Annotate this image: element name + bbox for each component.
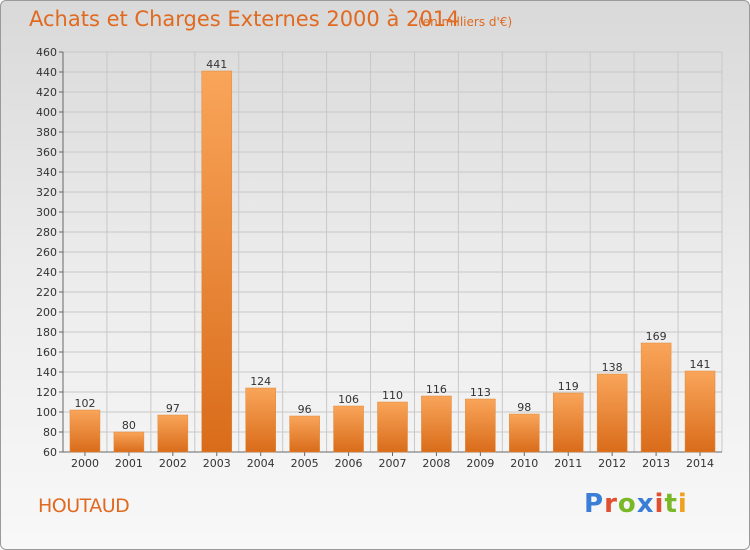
logo-letter: i [677,489,688,519]
tick-labels: 60 80 100 120 140 160 180 200 220 240 260 280 300 320… [36,46,714,470]
y-tick-label: 120 [36,386,57,399]
x-tick-label-2013: 2013 [642,457,670,470]
y-tick-label: 320 [36,186,57,199]
y-tick-label: 420 [36,86,57,99]
data-label-2003: 441 [206,58,227,71]
chart-title: Achats et Charges Externes 2000 à 2014 [29,7,460,31]
bars [69,70,716,453]
y-tick-label: 80 [43,426,57,439]
y-tick-label: 280 [36,226,57,239]
y-tick-label: 260 [36,246,57,259]
x-tick-label-2009: 2009 [466,457,494,470]
x-tick-label-2008: 2008 [422,457,450,470]
logo-letter: P [584,489,605,519]
x-tick-label-2002: 2002 [159,457,187,470]
y-tick-label: 400 [36,106,57,119]
bar-2008 [421,395,452,453]
data-label-2007: 110 [382,389,403,402]
x-tick-label-2004: 2004 [247,457,275,470]
data-label-2005: 96 [298,403,312,416]
bar-2009 [465,398,496,453]
y-tick-label: 100 [36,406,57,419]
data-label-2014: 141 [690,358,711,371]
x-tick-label-2014: 2014 [686,457,714,470]
data-label-2011: 119 [558,380,579,393]
bar-2011 [552,392,584,453]
bar-2010 [509,413,540,453]
data-label-2009: 113 [470,386,491,399]
bar-2000 [69,409,101,453]
data-label-2010: 98 [517,401,531,414]
x-tick-label-2006: 2006 [335,457,363,470]
logo-letter: i [654,489,665,519]
data-label-2000: 102 [74,397,95,410]
data-label-2012: 138 [602,361,623,374]
x-tick-label-2007: 2007 [379,457,407,470]
bar-2007 [377,401,408,453]
chart-unit: (en milliers d'€) [418,15,513,29]
data-label-2013: 169 [646,330,667,343]
y-tick-label: 460 [36,46,57,59]
x-tick-label-2011: 2011 [554,457,582,470]
x-tick-label-2000: 2000 [71,457,99,470]
y-tick-label: 380 [36,126,57,139]
y-tick-label: 340 [36,166,57,179]
proxiti-logo: Proxiti [584,489,688,519]
y-tick-label: 160 [36,346,57,359]
y-tick-label: 220 [36,286,57,299]
x-tick-label-2010: 2010 [510,457,538,470]
x-tick-label-2012: 2012 [598,457,626,470]
bar-2004 [245,387,276,453]
x-tick-label-2001: 2001 [115,457,143,470]
y-tick-label: 60 [43,446,57,459]
bar-2005 [289,415,320,453]
data-label-2006: 106 [338,393,359,406]
data-label-2004: 124 [250,375,271,388]
y-tick-label: 180 [36,326,57,339]
y-tick-label: 440 [36,66,57,79]
x-tick-label-2005: 2005 [291,457,319,470]
bar-2006 [333,405,364,453]
town-name: HOUTAUD [38,495,130,517]
bar-2014 [684,370,716,453]
bar-2012 [596,373,628,453]
logo-letter: r [604,489,618,519]
data-label-2008: 116 [426,383,447,396]
y-tick-label: 140 [36,366,57,379]
data-label-2001: 80 [122,419,136,432]
x-tick-label-2003: 2003 [203,457,231,470]
bar-2003 [201,70,233,453]
y-tick-label: 300 [36,206,57,219]
data-label-2002: 97 [166,402,180,415]
bar-2013 [640,342,672,453]
bar-2002 [157,414,189,453]
y-tick-label: 200 [36,306,57,319]
y-tick-label: 240 [36,266,57,279]
logo-letter: x [636,489,655,519]
y-tick-label: 360 [36,146,57,159]
logo-letter: o [617,489,637,519]
logo-letter: t [664,489,678,519]
bar-2001 [113,431,145,453]
